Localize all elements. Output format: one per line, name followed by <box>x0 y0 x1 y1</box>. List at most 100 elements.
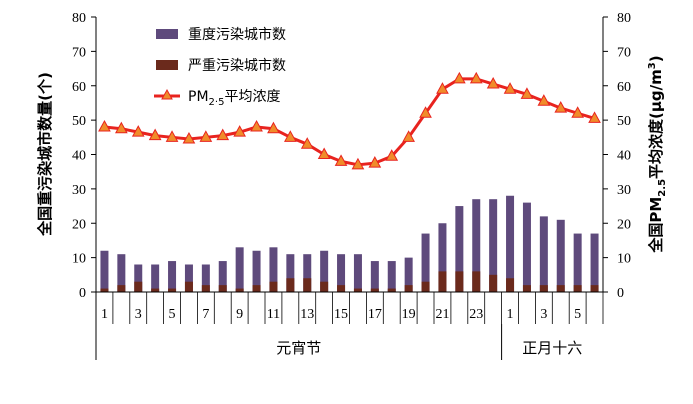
x-tick-label: 3 <box>540 307 547 322</box>
bar-severe-pollution <box>235 288 244 292</box>
x-tick-label: 1 <box>101 307 108 322</box>
bar-heavy-pollution <box>100 250 109 292</box>
x-tick-label: 9 <box>236 307 243 322</box>
legend-label-severe: 重度污染城市数 <box>188 26 286 43</box>
bar-heavy-pollution <box>201 264 210 292</box>
legend-swatch-severe <box>156 29 178 39</box>
pm25-point <box>98 119 111 132</box>
bar-severe-pollution <box>506 278 515 292</box>
pm25-point <box>334 154 348 166</box>
legend-pm25-sub2: 5 <box>218 97 224 108</box>
bar-heavy-pollution <box>489 199 498 292</box>
x-tick-label: 1 <box>507 307 514 322</box>
pm25-point <box>199 130 213 142</box>
pm25-point <box>402 130 415 142</box>
pm25-point <box>419 106 432 118</box>
bar-severe-pollution <box>438 271 447 292</box>
x-tick-label: 5 <box>169 307 176 322</box>
bar-heavy-pollution <box>337 254 346 292</box>
legend-label-serious: 严重污染城市数 <box>188 57 286 74</box>
left-y-tick-label: 20 <box>72 217 86 232</box>
pm25-point <box>267 121 280 134</box>
right-y-tick-label: 20 <box>617 217 631 232</box>
bar-severe-pollution <box>269 281 278 292</box>
bar-heavy-pollution <box>151 264 160 292</box>
pm25-point <box>284 130 297 142</box>
bar-heavy-pollution <box>286 254 295 292</box>
right-y-tick-label: 0 <box>617 286 624 301</box>
left-y-tick-label: 80 <box>72 11 86 26</box>
bar-severe-pollution <box>151 288 160 292</box>
bar-heavy-pollution <box>590 233 599 292</box>
pm25-point <box>115 121 128 134</box>
bar-severe-pollution <box>337 285 346 292</box>
bar-severe-pollution <box>489 274 498 292</box>
right-y-tick-label: 70 <box>617 45 631 60</box>
pm25-point <box>216 128 230 141</box>
pm25-point <box>233 125 246 137</box>
bar-heavy-pollution <box>218 261 227 292</box>
bar-severe-pollution <box>100 288 109 292</box>
bar-heavy-pollution <box>556 219 565 292</box>
pm25-point <box>351 157 365 170</box>
legend-label-pm25: PM2·5平均浓度 <box>188 89 280 108</box>
x-tick-label: 23 <box>469 307 483 322</box>
x-tick-label: 11 <box>267 307 280 322</box>
bar-severe-pollution <box>117 285 126 292</box>
right-y-title-subscript: 2.5 <box>657 179 668 197</box>
pm25-point <box>385 149 399 161</box>
left-y-tick-label: 50 <box>72 114 86 129</box>
right-y-tick-label: 50 <box>617 114 631 129</box>
bar-heavy-pollution <box>269 247 278 292</box>
pm25-point <box>250 119 263 132</box>
pm25-point <box>537 94 551 106</box>
pm25-point <box>368 156 382 168</box>
bar-severe-pollution <box>404 285 413 292</box>
x-tick-label: 15 <box>334 307 348 322</box>
bar-heavy-pollution <box>184 264 193 292</box>
bar-severe-pollution <box>472 271 481 292</box>
bar-severe-pollution <box>252 285 261 292</box>
legend-swatch-pm25-marker <box>161 88 173 100</box>
bar-heavy-pollution <box>303 254 312 292</box>
pm25-point <box>300 137 314 149</box>
x-tick-label: 17 <box>368 307 382 322</box>
x-group-label: 元宵节 <box>276 339 321 357</box>
bar-severe-pollution <box>353 288 362 292</box>
x-tick-label: 5 <box>574 307 581 322</box>
bar-severe-pollution <box>421 281 430 292</box>
bar-severe-pollution <box>201 285 210 292</box>
pm25-point <box>503 82 517 94</box>
pm25-point <box>554 101 568 113</box>
bar-heavy-pollution <box>134 264 143 292</box>
left-y-tick-label: 70 <box>72 45 86 60</box>
bar-severe-pollution <box>370 288 379 292</box>
pm25-point <box>520 87 534 99</box>
right-y-title-part3: ) <box>647 55 665 62</box>
bar-heavy-pollution <box>472 199 481 292</box>
left-y-tick-label: 10 <box>72 252 86 267</box>
pm25-point <box>148 128 162 141</box>
right-y-title-part2: 平均浓度(μg/m <box>647 69 665 179</box>
bar-severe-pollution <box>522 285 531 292</box>
bar-severe-pollution <box>184 281 193 292</box>
pm25-point <box>588 111 601 123</box>
legend-swatch-serious <box>156 60 178 70</box>
x-tick-label: 19 <box>402 307 416 322</box>
bar-heavy-pollution <box>573 233 582 292</box>
right-y-tick-label: 10 <box>617 252 631 267</box>
bar-severe-pollution <box>134 281 143 292</box>
left-y-tick-label: 60 <box>72 80 86 95</box>
bar-severe-pollution <box>286 278 295 292</box>
pm25-point <box>165 130 179 142</box>
right-y-tick-label: 80 <box>617 11 631 26</box>
bar-heavy-pollution <box>353 254 362 292</box>
bar-severe-pollution <box>573 285 582 292</box>
bar-heavy-pollution <box>117 254 126 292</box>
bar-severe-pollution <box>320 281 329 292</box>
bar-heavy-pollution <box>387 261 396 292</box>
bar-heavy-pollution <box>235 247 244 292</box>
